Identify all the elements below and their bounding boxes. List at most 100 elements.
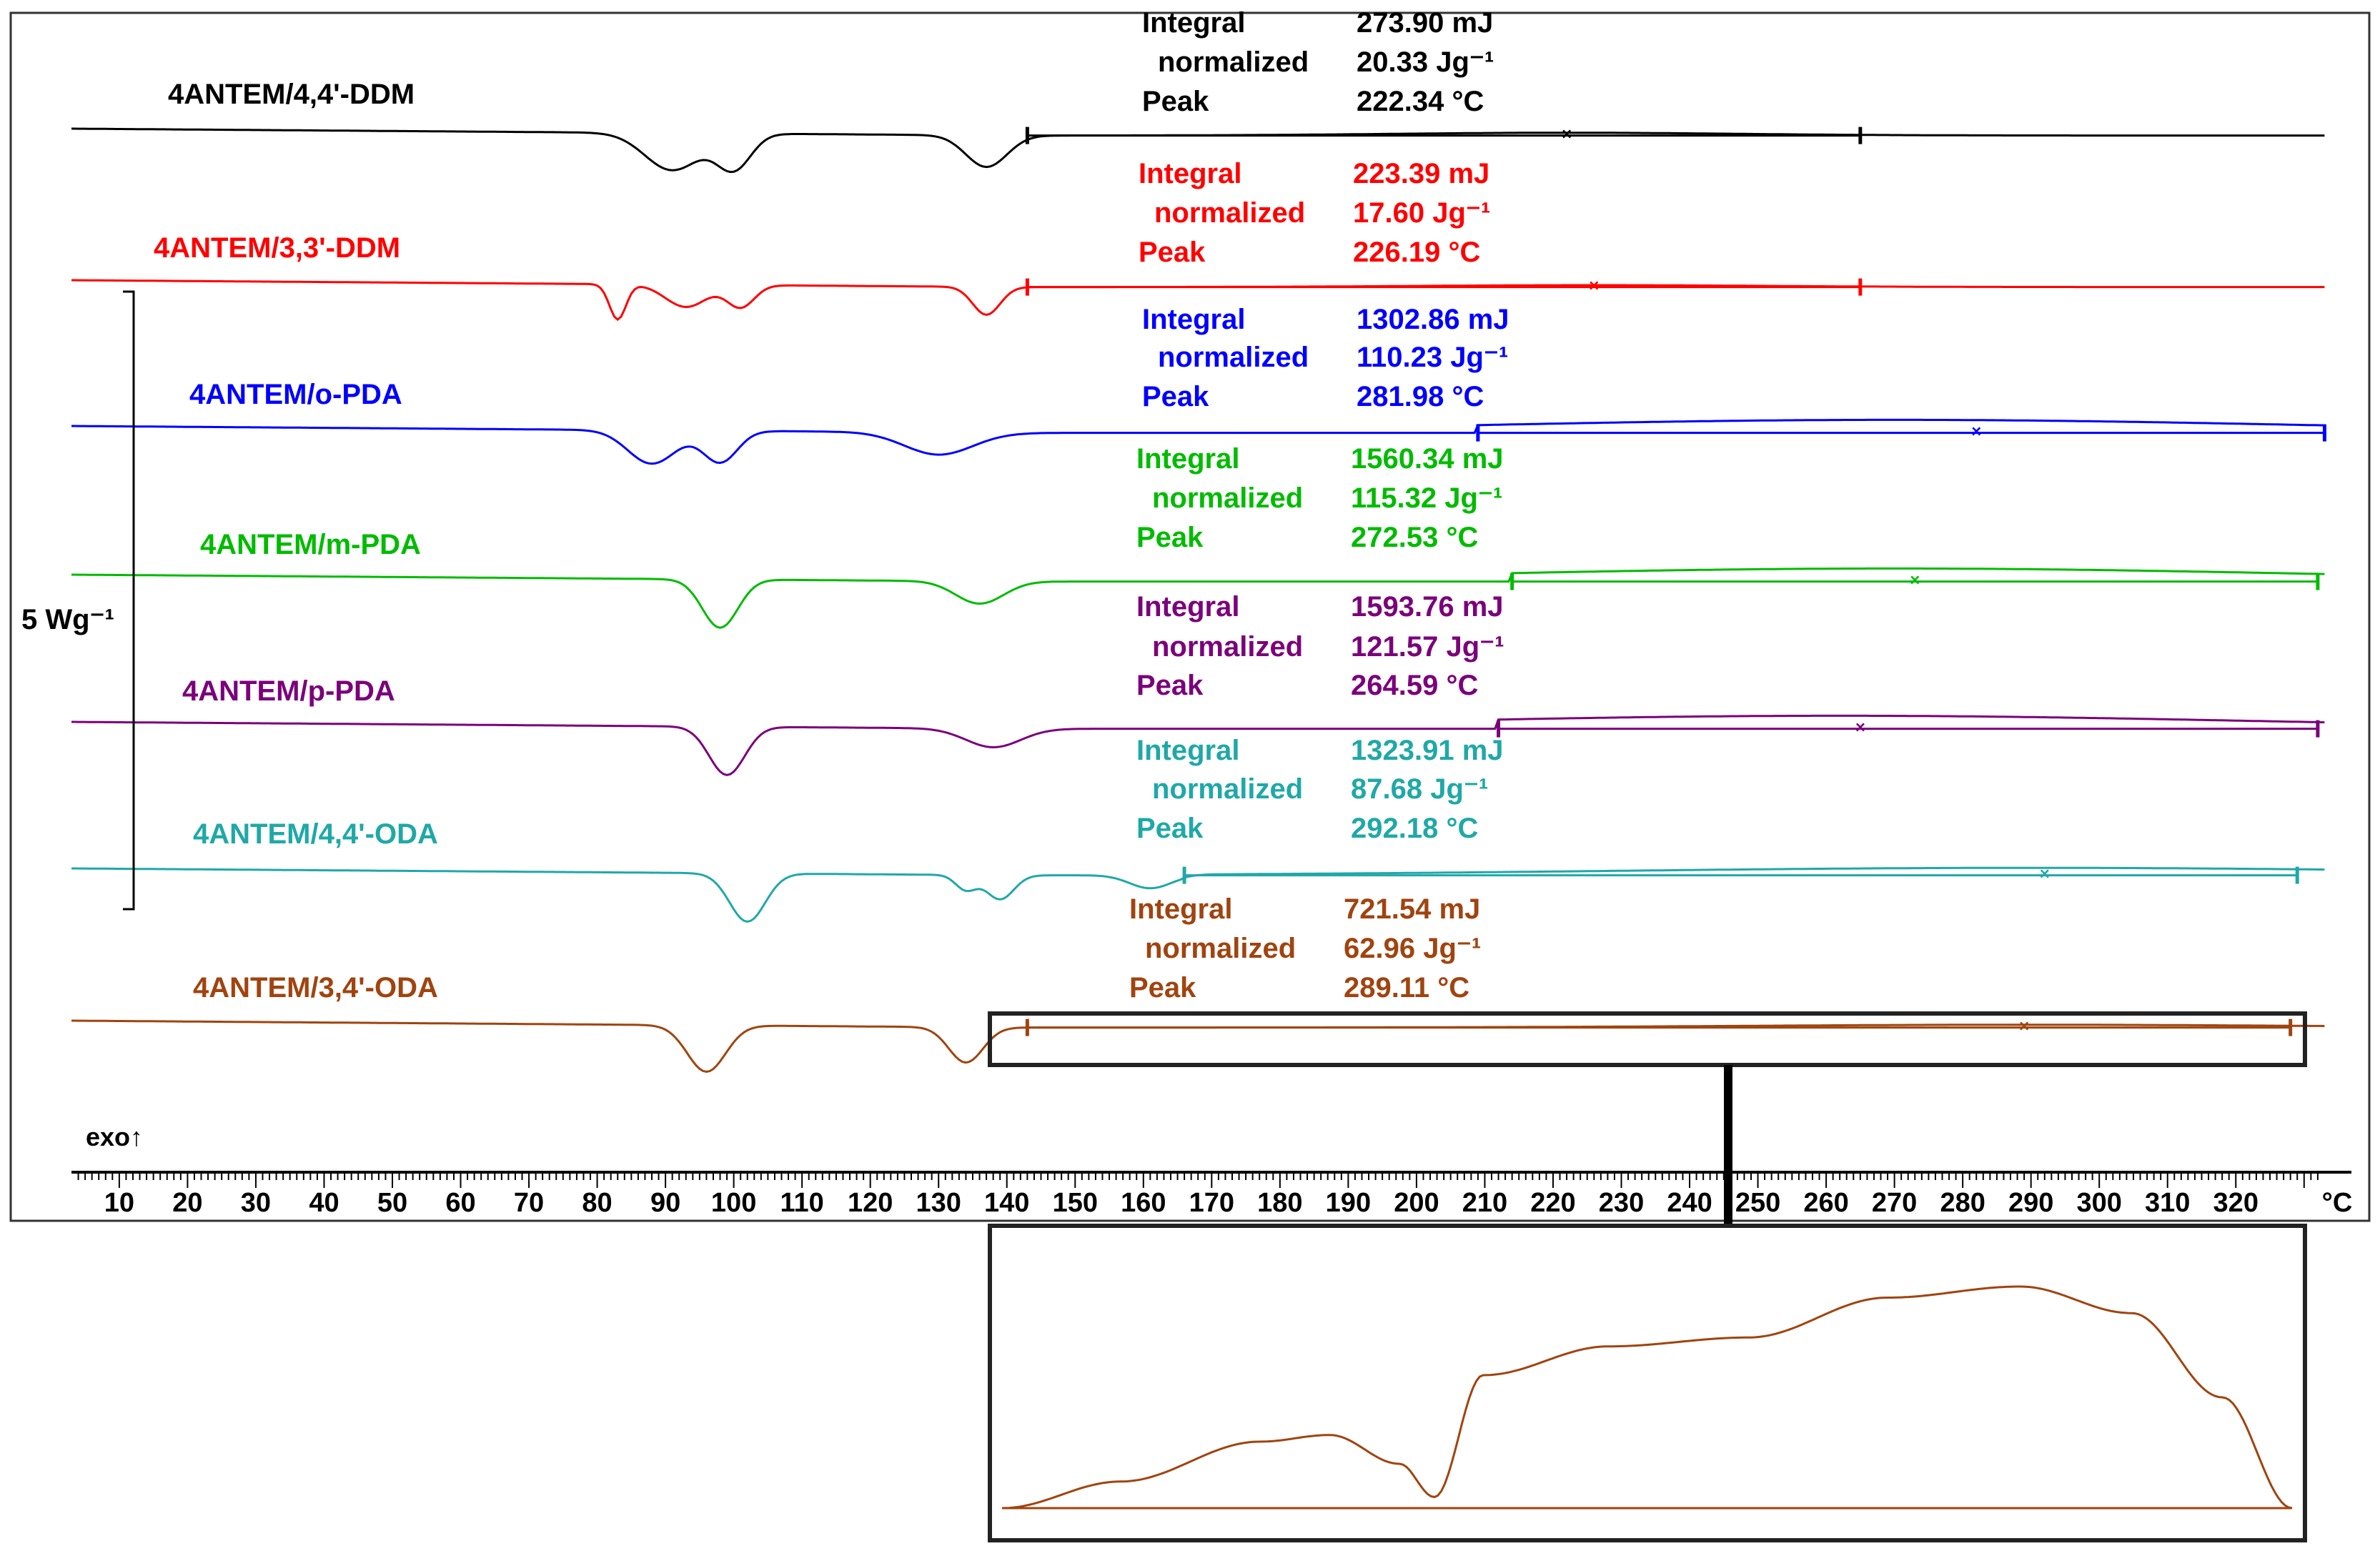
normalized-label: normalized [1158, 342, 1309, 373]
peak-value: 289.11 °C [1344, 972, 1469, 1004]
integral-label: Integral [1136, 735, 1239, 766]
x-tick-label: 30 [241, 1188, 271, 1218]
series-label: 4ANTEM/3,4'-ODA [193, 972, 438, 1004]
integral-label: Integral [1142, 304, 1245, 335]
x-tick-label: 90 [650, 1188, 680, 1218]
peak-label: Peak [1129, 972, 1196, 1004]
x-axis: exo↑ 10 20 30 40 50 60 70 80 90 100 110 120 130 140 150… [71, 1122, 2352, 1218]
peak-label: Peak [1142, 381, 1209, 412]
series-curve [71, 567, 2325, 629]
peak-value: 272.53 °C [1351, 522, 1478, 553]
x-tick-label: 20 [172, 1188, 202, 1218]
normalized-value: 62.96 Jg⁻¹ [1344, 933, 1481, 964]
x-tick-label: 10 [104, 1188, 134, 1218]
x-tick-label: 230 [1599, 1188, 1644, 1218]
x-tick-label: 140 [984, 1188, 1029, 1218]
x-tick-label: 100 [711, 1188, 756, 1218]
peak-label: Peak [1136, 670, 1204, 701]
x-tick-label: 250 [1735, 1188, 1780, 1218]
normalized-value: 17.60 Jg⁻¹ [1353, 197, 1490, 229]
normalized-label: normalized [1152, 631, 1303, 663]
series-label: 4ANTEM/o-PDA [189, 379, 402, 410]
x-tick-label: 270 [1872, 1188, 1917, 1218]
x-tick-label: 160 [1121, 1188, 1166, 1218]
normalized-label: normalized [1154, 197, 1305, 229]
series-label: 4ANTEM/p-PDA [182, 675, 395, 707]
x-tick-label: 200 [1394, 1188, 1439, 1218]
normalized-value: 87.68 Jg⁻¹ [1351, 773, 1488, 805]
x-tick-label: 180 [1257, 1188, 1302, 1218]
x-tick-label: 260 [1803, 1188, 1848, 1218]
integral-label: Integral [1142, 7, 1245, 39]
peak-label: Peak [1136, 813, 1204, 844]
series-label: 4ANTEM/4,4'-DDM [168, 79, 415, 110]
inset-curve [1001, 1285, 2293, 1510]
curves-layer: × × × × × × × [71, 125, 2326, 1074]
normalized-label: normalized [1145, 933, 1296, 964]
series-curve [71, 418, 2325, 465]
integral-label: Integral [1136, 443, 1239, 475]
peak-label: Peak [1136, 522, 1204, 553]
x-tick-label: 220 [1530, 1188, 1575, 1218]
integral-value: 1593.76 mJ [1351, 591, 1504, 623]
integral-label: Integral [1136, 591, 1239, 623]
x-tick-label: 50 [377, 1188, 407, 1218]
normalized-value: 121.57 Jg⁻¹ [1351, 631, 1504, 663]
inset-frame [988, 1224, 2307, 1542]
peak-value: 226.19 °C [1353, 237, 1480, 268]
plot-frame [9, 11, 2371, 1222]
integral-value: 1323.91 mJ [1351, 735, 1504, 766]
x-tick-label: 190 [1326, 1188, 1371, 1218]
series-label: 4ANTEM/4,4'-ODA [193, 818, 438, 850]
normalized-label: normalized [1158, 46, 1309, 78]
normalized-label: normalized [1152, 773, 1303, 805]
x-tick-label: 70 [514, 1188, 544, 1218]
normalized-value: 20.33 Jg⁻¹ [1357, 46, 1494, 78]
x-unit-label: °C [2322, 1188, 2353, 1218]
peak-marker: × [1562, 125, 1572, 144]
series-curve [71, 714, 2325, 776]
x-tick-label: 240 [1667, 1188, 1712, 1218]
normalized-value: 110.23 Jg⁻¹ [1357, 342, 1508, 373]
x-tick-label: 80 [582, 1188, 612, 1218]
peak-value: 292.18 °C [1351, 813, 1478, 844]
peak-value: 281.98 °C [1357, 381, 1484, 412]
integral-label: Integral [1139, 158, 1241, 189]
peak-marker: × [1589, 277, 1599, 296]
integral-value: 1560.34 mJ [1351, 443, 1504, 475]
x-tick-label: 170 [1189, 1188, 1234, 1218]
peak-marker: × [1971, 422, 1981, 442]
peak-marker: × [1855, 718, 1865, 738]
inset-zoom [988, 1011, 2307, 1542]
x-tick-label: 110 [780, 1188, 824, 1218]
normalized-value: 115.32 Jg⁻¹ [1351, 482, 1502, 514]
integral-value: 223.39 mJ [1353, 158, 1489, 189]
integral-value: 721.54 mJ [1344, 893, 1480, 925]
x-tick-label: 210 [1462, 1188, 1507, 1218]
exo-label: exo↑ [86, 1122, 143, 1151]
peak-value: 264.59 °C [1351, 670, 1478, 701]
x-tick-label: 300 [2076, 1188, 2121, 1218]
x-tick-label: 290 [2008, 1188, 2053, 1218]
peak-marker: × [2019, 1017, 2029, 1036]
scale-bar-label: 5 Wg⁻¹ [21, 604, 114, 635]
peak-label: Peak [1139, 237, 1206, 268]
zoom-region-box [988, 1011, 2307, 1067]
peak-marker: × [2040, 865, 2050, 884]
peak-marker: × [1910, 571, 1920, 590]
labels-layer: 4ANTEM/4,4'-DDM Integral normalized Peak 273… [21, 7, 1509, 1004]
integral-label: Integral [1129, 893, 1232, 925]
x-tick-label: 130 [916, 1188, 961, 1218]
normalized-label: normalized [1152, 482, 1303, 514]
integral-value: 1302.86 mJ [1357, 304, 1509, 335]
integral-value: 273.90 mJ [1357, 7, 1493, 39]
peak-value: 222.34 °C [1357, 86, 1484, 117]
series-label: 4ANTEM/m-PDA [200, 529, 421, 560]
x-tick-label: 150 [1053, 1188, 1098, 1218]
x-tick-label: 280 [1940, 1188, 1985, 1218]
x-tick-label: 40 [309, 1188, 339, 1218]
x-tick-label: 60 [445, 1188, 475, 1218]
peak-label: Peak [1142, 86, 1209, 117]
series-label: 4ANTEM/3,3'-DDM [154, 232, 400, 264]
